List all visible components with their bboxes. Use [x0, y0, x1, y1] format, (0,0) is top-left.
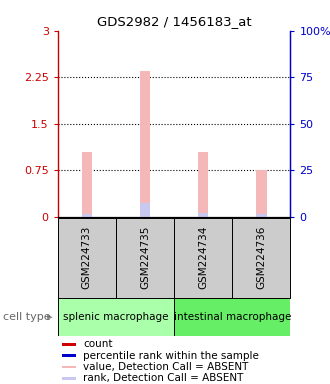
Bar [256, 170, 267, 217]
Text: rank, Detection Call = ABSENT: rank, Detection Call = ABSENT [83, 373, 244, 383]
Text: count: count [83, 339, 113, 349]
Bar [82, 214, 92, 217]
Bar [232, 218, 290, 298]
Bar [140, 71, 150, 217]
Bar [58, 218, 116, 298]
Bar [116, 218, 174, 298]
Text: GSM224735: GSM224735 [140, 226, 150, 290]
Text: intestinal macrophage: intestinal macrophage [174, 312, 291, 322]
Title: GDS2982 / 1456183_at: GDS2982 / 1456183_at [97, 15, 251, 28]
Bar [62, 354, 76, 357]
Text: GSM224734: GSM224734 [198, 226, 208, 290]
Bar [256, 215, 267, 217]
Text: value, Detection Call = ABSENT: value, Detection Call = ABSENT [83, 362, 249, 372]
Bar [174, 218, 232, 298]
Bar [62, 343, 76, 346]
Text: cell type: cell type [3, 312, 51, 322]
Text: percentile rank within the sample: percentile rank within the sample [83, 351, 259, 361]
Text: GSM224733: GSM224733 [82, 226, 92, 290]
Text: GSM224736: GSM224736 [256, 226, 266, 290]
Bar [58, 298, 174, 336]
Bar [62, 366, 76, 368]
Bar [82, 152, 92, 217]
Bar [174, 298, 290, 336]
Bar [198, 152, 208, 217]
Bar [62, 377, 76, 380]
Bar [198, 213, 208, 217]
Text: splenic macrophage: splenic macrophage [63, 312, 169, 322]
Bar [140, 203, 150, 217]
